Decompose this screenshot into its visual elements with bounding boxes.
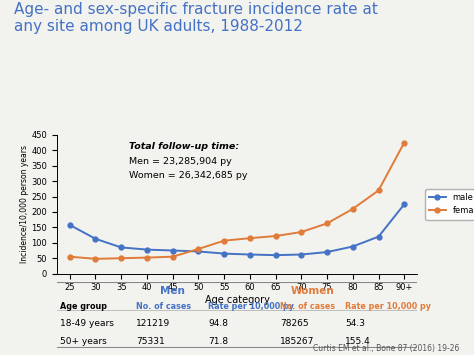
- Text: 155.4: 155.4: [345, 337, 371, 346]
- male: [247, 252, 253, 257]
- male: [92, 237, 98, 241]
- female: [196, 247, 201, 251]
- female: [118, 256, 124, 260]
- male: [376, 235, 382, 239]
- male: [170, 248, 175, 253]
- female: [92, 257, 98, 261]
- Text: No. of cases: No. of cases: [136, 302, 191, 311]
- female: [401, 141, 407, 145]
- male: [144, 247, 150, 252]
- Text: 121219: 121219: [136, 319, 170, 328]
- Text: Men: Men: [160, 286, 184, 296]
- Text: No. of cases: No. of cases: [280, 302, 335, 311]
- Text: Total follow-up time:: Total follow-up time:: [129, 142, 239, 151]
- Text: Men = 23,285,904 py: Men = 23,285,904 py: [129, 157, 232, 166]
- female: [144, 256, 150, 260]
- male: [401, 202, 407, 206]
- male: [221, 251, 227, 256]
- Text: 185267: 185267: [280, 337, 315, 346]
- male: [299, 252, 304, 257]
- male: [67, 223, 73, 227]
- Legend: male, female: male, female: [425, 189, 474, 219]
- Text: 75331: 75331: [136, 337, 165, 346]
- female: [221, 239, 227, 243]
- Text: Women = 26,342,685 py: Women = 26,342,685 py: [129, 171, 247, 180]
- male: [350, 244, 356, 248]
- Text: Rate per 10,000 py: Rate per 10,000 py: [345, 302, 431, 311]
- female: [273, 234, 278, 238]
- Y-axis label: Incidence/10,000 person years: Incidence/10,000 person years: [19, 145, 28, 263]
- female: [170, 255, 175, 259]
- Text: Rate per 10,000 py: Rate per 10,000 py: [208, 302, 294, 311]
- Text: Age- and sex-specific fracture incidence rate at
any site among UK adults, 1988-: Age- and sex-specific fracture incidence…: [14, 2, 378, 34]
- female: [67, 255, 73, 259]
- Text: Women: Women: [291, 286, 335, 296]
- female: [299, 230, 304, 234]
- male: [324, 250, 330, 254]
- male: [273, 253, 278, 257]
- Text: 94.8: 94.8: [208, 319, 228, 328]
- Text: 18-49 years: 18-49 years: [61, 319, 114, 328]
- Text: Age group: Age group: [61, 302, 108, 311]
- female: [376, 188, 382, 192]
- male: [196, 249, 201, 253]
- X-axis label: Age category: Age category: [205, 295, 269, 305]
- female: [247, 236, 253, 240]
- Line: male: male: [67, 202, 407, 258]
- Text: 54.3: 54.3: [345, 319, 365, 328]
- Text: 78265: 78265: [280, 319, 309, 328]
- Text: 71.8: 71.8: [208, 337, 228, 346]
- Line: female: female: [67, 140, 407, 261]
- female: [350, 207, 356, 211]
- Text: Curtis EM et al., Bone 87 (2016) 19-26: Curtis EM et al., Bone 87 (2016) 19-26: [313, 344, 460, 353]
- Text: 50+ years: 50+ years: [61, 337, 107, 346]
- female: [324, 221, 330, 225]
- male: [118, 245, 124, 250]
